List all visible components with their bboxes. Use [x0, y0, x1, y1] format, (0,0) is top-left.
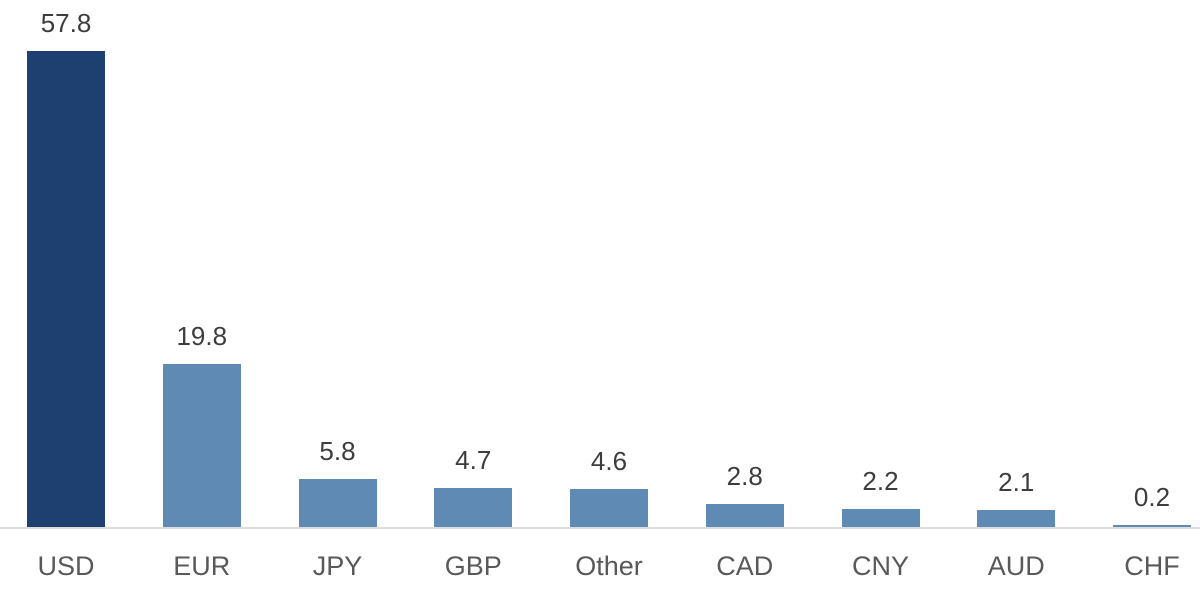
value-label-other: 4.6	[590, 446, 628, 476]
value-label-cad: 2.8	[726, 461, 763, 491]
bar-chf	[1113, 525, 1191, 527]
category-label-jpy: JPY	[312, 551, 363, 581]
category-label-eur: EUR	[173, 551, 231, 581]
bar-jpy	[298, 479, 377, 527]
category-label-cny: CNY	[851, 551, 910, 581]
category-label-aud: AUD	[987, 551, 1045, 581]
bar-gbp	[434, 488, 513, 527]
bar-usd	[27, 51, 105, 527]
category-label-other: Other	[575, 551, 643, 581]
category-label-gbp: GBP	[444, 551, 502, 581]
value-label-chf: 0.2	[1133, 482, 1171, 512]
value-label-cny: 2.2	[862, 466, 899, 496]
x-axis-baseline	[0, 527, 1200, 529]
value-label-usd: 57.8	[40, 8, 92, 38]
value-label-eur: 19.8	[176, 321, 228, 351]
category-label-usd: USD	[37, 551, 95, 581]
category-label-chf: CHF	[1124, 551, 1180, 581]
value-label-gbp: 4.7	[455, 445, 492, 475]
bar-aud	[977, 510, 1056, 527]
bar-cad	[705, 504, 784, 527]
bar-other	[570, 489, 648, 527]
bar-cny	[841, 509, 920, 527]
category-label-cad: CAD	[716, 551, 774, 581]
value-label-jpy: 5.8	[319, 436, 356, 466]
bar-eur	[162, 364, 241, 527]
value-label-aud: 2.1	[998, 467, 1035, 497]
